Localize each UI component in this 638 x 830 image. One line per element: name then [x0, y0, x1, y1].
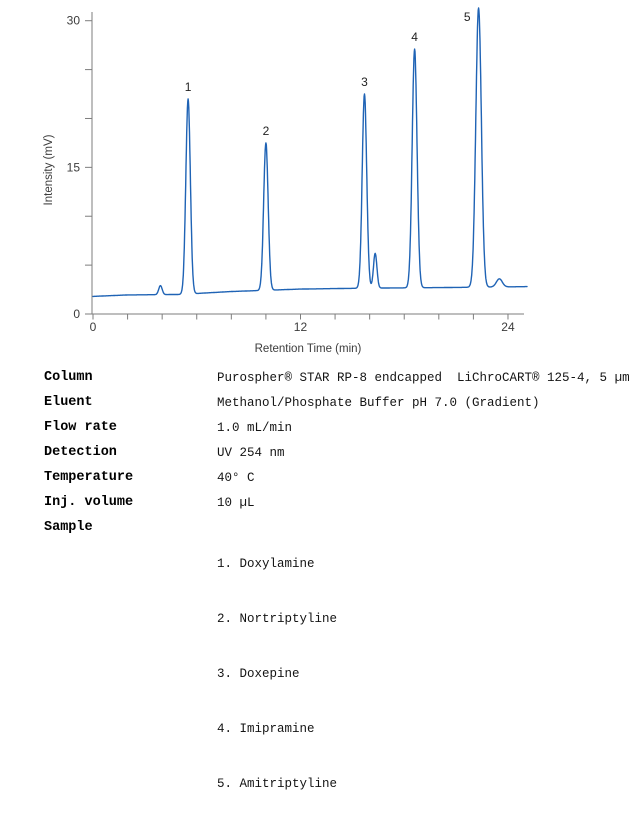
- y-tick-label: 15: [67, 160, 81, 174]
- condition-row-inj-volume: Inj. volume 10 µL: [44, 494, 634, 512]
- condition-row-flow-rate: Flow rate 1.0 mL/min: [44, 419, 634, 437]
- condition-label: Temperature: [44, 470, 134, 485]
- peak-label-1: 1: [185, 80, 192, 94]
- x-tick-label: 0: [90, 320, 97, 334]
- chromatogram-chart: 0 12 24 0 15 30 Retention Time (min) Intensity …: [0, 0, 638, 364]
- sample-item: 2. Nortriptyline: [217, 612, 338, 626]
- condition-value: Methanol/Phosphate Buffer pH 7.0 (Gradie…: [217, 396, 540, 410]
- x-tick-label: 12: [294, 320, 308, 334]
- condition-row-temperature: Temperature 40° C: [44, 469, 634, 487]
- condition-value: 10 µL: [217, 496, 255, 510]
- sample-item: 3. Doxepine: [217, 667, 300, 681]
- sample-list: 1. Doxylamine 2. Nortriptyline 3. Doxepi…: [217, 519, 634, 830]
- peak-label-2: 2: [263, 124, 270, 138]
- condition-value: UV 254 nm: [217, 446, 285, 460]
- condition-value: 1.0 mL/min: [217, 421, 293, 435]
- condition-label: Sample: [44, 520, 93, 535]
- condition-label: Inj. volume: [44, 495, 134, 510]
- x-axis-title: Retention Time (min): [255, 343, 362, 355]
- chromatogram-trace: [92, 7, 528, 298]
- conditions-table: Column Purospher® STAR RP-8 endcapped Li…: [44, 369, 634, 830]
- x-tick-label: 24: [501, 320, 515, 334]
- y-tick-label: 0: [73, 307, 80, 321]
- y-tick-label: 30: [67, 14, 81, 28]
- condition-value: Purospher® STAR RP-8 endcapped LiChroCAR…: [217, 371, 630, 385]
- axes: [91, 12, 524, 315]
- page: { "chart_data": { "type": "line", "title…: [0, 0, 638, 791]
- condition-row-eluent: Eluent Methanol/Phosphate Buffer pH 7.0 …: [44, 394, 634, 412]
- condition-label: Eluent: [44, 395, 93, 410]
- y-axis-title: Intensity (mV): [43, 134, 55, 205]
- condition-row-detection: Detection UV 254 nm: [44, 444, 634, 462]
- condition-label: Flow rate: [44, 420, 117, 435]
- condition-label: Detection: [44, 445, 117, 460]
- condition-row-sample: Sample 1. Doxylamine 2. Nortriptyline 3.…: [44, 519, 634, 830]
- peak-label-5: 5: [464, 10, 471, 24]
- peak-label-3: 3: [361, 75, 368, 89]
- condition-row-column: Column Purospher® STAR RP-8 endcapped Li…: [44, 369, 634, 387]
- peak-label-4: 4: [411, 30, 418, 44]
- condition-label: Column: [44, 370, 93, 385]
- condition-value: 40° C: [217, 471, 255, 485]
- sample-item: 5. Amitriptyline: [217, 777, 338, 791]
- sample-item: 1. Doxylamine: [217, 557, 315, 571]
- sample-item: 4. Imipramine: [217, 722, 315, 736]
